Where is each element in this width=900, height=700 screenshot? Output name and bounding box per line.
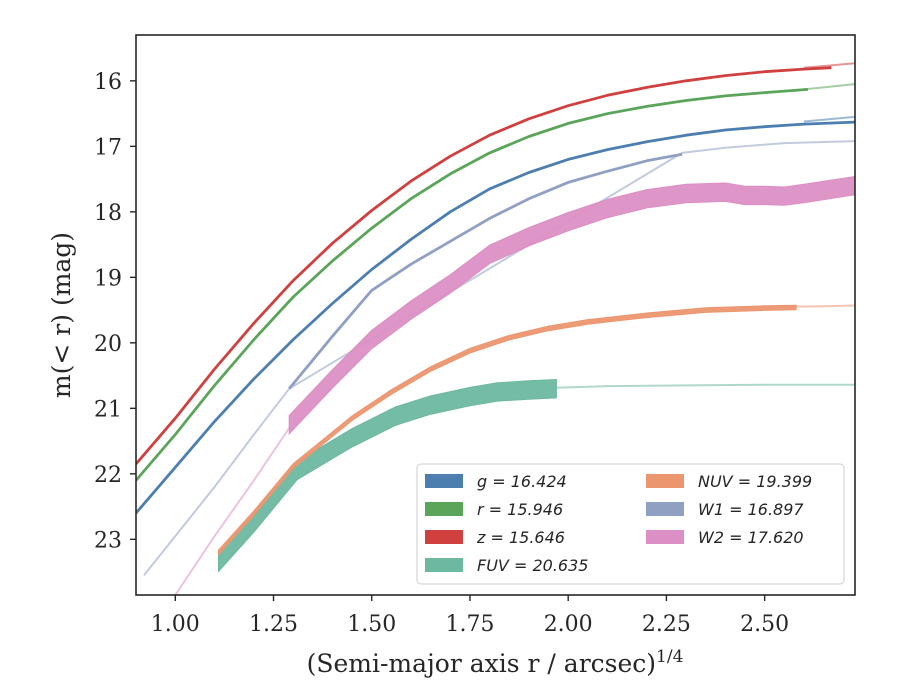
y-tick-label: 17 bbox=[94, 135, 122, 160]
series-r bbox=[136, 83, 855, 482]
series-nuv-model-line bbox=[784, 304, 855, 308]
series-w2-band bbox=[288, 175, 855, 436]
series-layer bbox=[136, 62, 855, 595]
series-r-model-line bbox=[803, 83, 855, 91]
series-w1 bbox=[143, 140, 855, 577]
legend-swatch-w2 bbox=[646, 530, 684, 544]
legend-swatch-r bbox=[425, 502, 463, 516]
x-axis-label-exponent: 1/4 bbox=[656, 647, 683, 667]
series-z bbox=[136, 62, 855, 465]
y-tick-label: 21 bbox=[94, 397, 122, 422]
y-axis: 16 17 18 19 20 21 22 23 bbox=[94, 70, 136, 553]
plot-frame bbox=[135, 34, 856, 596]
series-w2-model-line bbox=[174, 427, 291, 595]
y-axis-label: m(< r) (mag) bbox=[47, 232, 76, 398]
series-w2 bbox=[174, 175, 855, 595]
series-z-line bbox=[136, 66, 832, 465]
legend-label-nuv: NUV = 19.399 bbox=[698, 472, 812, 491]
legend-label-w1: W1 = 16.897 bbox=[698, 500, 804, 519]
legend-label-g: g = 16.424 bbox=[477, 472, 567, 491]
x-tick-label: 1.50 bbox=[347, 612, 396, 637]
series-g-line bbox=[136, 120, 855, 515]
legend-swatch-w1 bbox=[646, 502, 684, 516]
series-r-line bbox=[136, 88, 809, 482]
x-axis: 1.00 1.25 1.50 1.75 2.00 2.25 2.50 bbox=[151, 595, 789, 637]
x-axis-label: (Semi-major axis r / arcsec)1/4 bbox=[307, 647, 684, 678]
legend-label-r: r = 15.946 bbox=[477, 500, 563, 519]
legend-label-z: z = 15.646 bbox=[476, 528, 565, 547]
legend-swatch-fuv bbox=[425, 558, 463, 572]
series-z-model-line bbox=[803, 62, 855, 69]
series-g-model-line bbox=[803, 115, 855, 123]
legend: g = 16.424 r = 15.946 z = 15.646 FUV = 20.6… bbox=[416, 463, 845, 585]
x-tick-label: 2.25 bbox=[642, 612, 691, 637]
series-w1-line bbox=[288, 152, 683, 390]
series-nuv bbox=[218, 304, 855, 557]
legend-swatch-nuv bbox=[646, 474, 684, 488]
x-tick-label: 1.75 bbox=[445, 612, 494, 637]
series-g bbox=[136, 115, 855, 515]
x-tick-label: 2.00 bbox=[544, 612, 593, 637]
legend-swatch-z bbox=[425, 530, 463, 544]
x-tick-label: 2.50 bbox=[740, 612, 789, 637]
y-tick-label: 18 bbox=[94, 201, 122, 226]
x-tick-label: 1.25 bbox=[249, 612, 298, 637]
y-tick-label: 23 bbox=[94, 528, 122, 553]
legend-swatch-g bbox=[425, 474, 463, 488]
series-fuv-model-line bbox=[548, 383, 855, 389]
legend-label-fuv: FUV = 20.635 bbox=[477, 556, 588, 575]
x-tick-label: 1.00 bbox=[151, 612, 200, 637]
y-tick-label: 19 bbox=[94, 266, 122, 291]
legend-box bbox=[416, 463, 845, 585]
y-tick-label: 20 bbox=[94, 332, 122, 357]
series-nuv-band bbox=[218, 304, 797, 557]
y-tick-label: 16 bbox=[94, 70, 122, 95]
y-tick-label: 22 bbox=[94, 463, 122, 488]
legend-label-w2: W2 = 17.620 bbox=[698, 528, 804, 547]
